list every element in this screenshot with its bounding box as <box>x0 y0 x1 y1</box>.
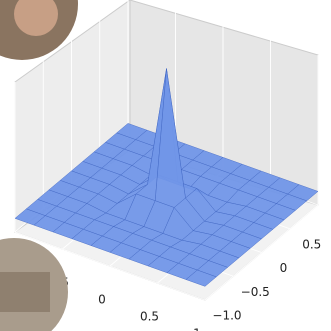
y-tick-label: −0.5 <box>241 285 270 299</box>
y-tick-label: −1.0 <box>212 309 241 323</box>
x-tick-label: 1 <box>193 327 201 331</box>
surface <box>14 68 319 287</box>
y-tick-label: 0.5 <box>302 237 321 251</box>
x-tick-label: 0.5 <box>140 310 159 324</box>
surface-cell <box>185 269 217 287</box>
photo-detail <box>0 272 50 312</box>
photo-face <box>14 0 58 36</box>
grid-line <box>14 82 206 301</box>
y-tick-label: 0 <box>280 261 288 275</box>
x-tick-label: 0 <box>98 293 106 307</box>
